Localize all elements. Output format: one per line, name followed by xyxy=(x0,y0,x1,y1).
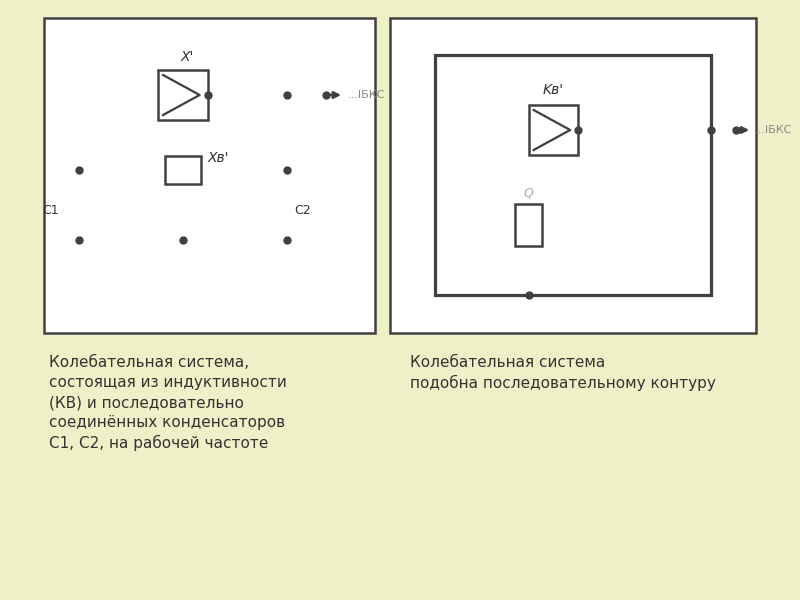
Bar xyxy=(165,156,201,184)
Text: C1, C2, на рабочей частоте: C1, C2, на рабочей частоте xyxy=(50,435,269,451)
Text: ...IБКС: ...IБКС xyxy=(348,90,386,100)
Text: ...IБКС: ...IБКС xyxy=(755,125,792,135)
Bar xyxy=(434,55,711,295)
Text: Q: Q xyxy=(524,186,534,199)
Text: Колебательная система,: Колебательная система, xyxy=(50,355,250,370)
Text: состоящая из индуктивности: состоящая из индуктивности xyxy=(50,375,287,390)
Text: соединённых конденсаторов: соединённых конденсаторов xyxy=(50,415,286,430)
Text: naucheo: naucheo xyxy=(397,83,611,297)
Text: (КВ) и последовательно: (КВ) и последовательно xyxy=(50,395,244,410)
Text: Kв': Kв' xyxy=(543,83,564,97)
Bar xyxy=(158,70,207,120)
Bar xyxy=(515,204,542,246)
Text: Xв': Xв' xyxy=(207,151,229,165)
Text: Колебательная система: Колебательная система xyxy=(410,355,606,370)
Text: X': X' xyxy=(181,50,194,64)
Bar xyxy=(45,18,375,333)
Bar xyxy=(529,105,578,155)
Text: C1: C1 xyxy=(42,203,59,217)
Bar xyxy=(390,18,756,333)
Text: подобна последовательному контуру: подобна последовательному контуру xyxy=(410,375,716,391)
Text: C2: C2 xyxy=(294,203,311,217)
